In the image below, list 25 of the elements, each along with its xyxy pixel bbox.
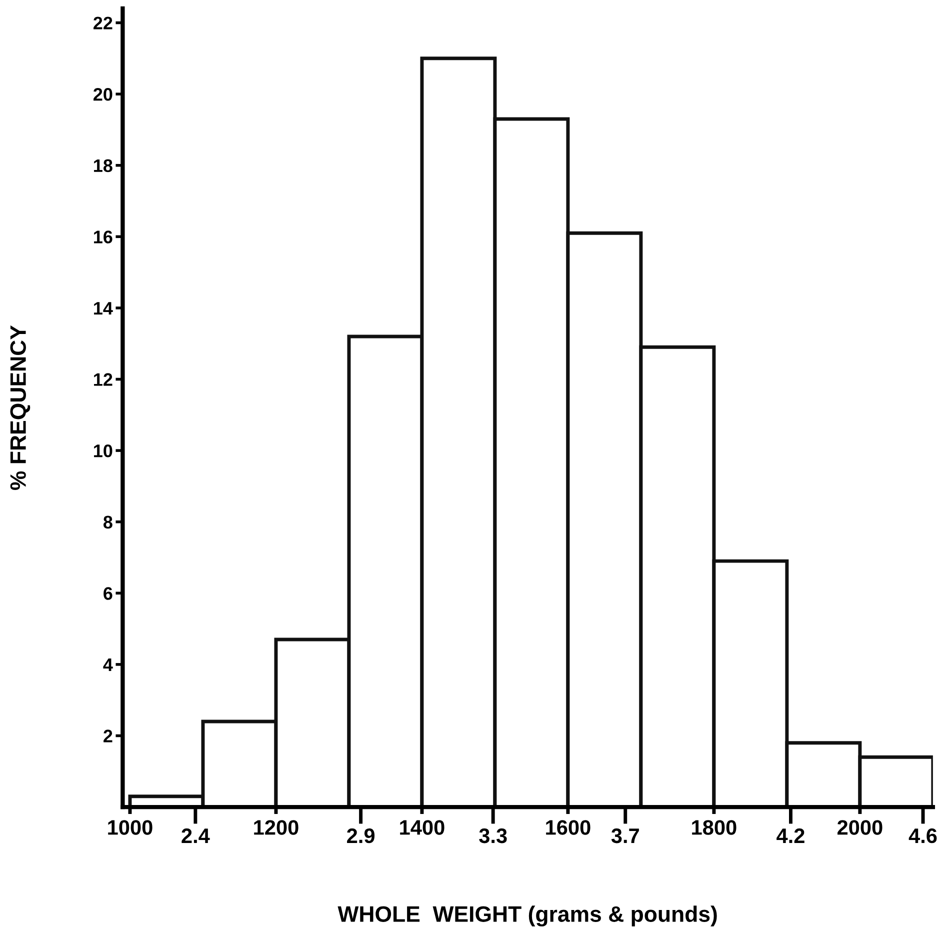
- y-tick-label: 22: [94, 16, 112, 30]
- x-tick-label: 1200: [254, 820, 298, 835]
- y-tick-label: 10: [94, 444, 112, 458]
- x2-tick-label: 4.6: [908, 828, 937, 844]
- x2-tick-label: 2.9: [347, 828, 375, 844]
- x2-tick-label: 4.2: [776, 828, 804, 843]
- y-tick-label: 2: [104, 730, 112, 742]
- x-tick-label: 1000: [108, 820, 152, 835]
- x-tick-label: 1400: [400, 820, 444, 835]
- x-tick-label: 1600: [546, 820, 590, 835]
- x-axis-title: WHOLE WEIGHT (grams & pounds): [338, 906, 717, 926]
- x2-tick-label: 3.3: [479, 828, 507, 844]
- y-tick-label: 4: [103, 658, 113, 671]
- y-tick-label: 8: [103, 516, 112, 529]
- x2-tick-label: 2.4: [182, 828, 210, 843]
- y-tick-label: 20: [94, 88, 112, 101]
- y-axis-title: % FREQUENCY: [10, 325, 30, 490]
- x2-tick-label: 3.7: [611, 828, 639, 844]
- y-tick-label: 18: [94, 159, 112, 172]
- y-tick-label: 16: [94, 230, 112, 244]
- y-tick-label: 6: [104, 587, 112, 600]
- y-tick-label: 12: [94, 373, 112, 386]
- x-tick-label: 2000: [837, 820, 882, 835]
- y-tick-label: 14: [94, 302, 113, 314]
- x-tick-label: 1800: [692, 820, 736, 835]
